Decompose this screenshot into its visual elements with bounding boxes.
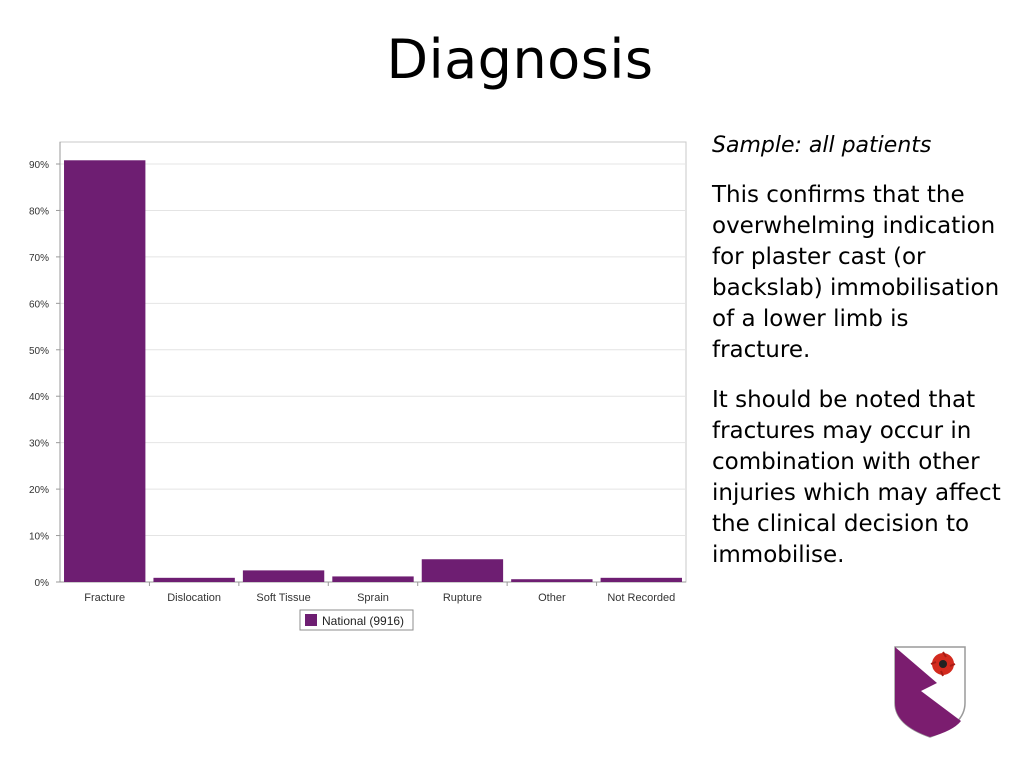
- y-tick-label: 10%: [29, 532, 49, 543]
- bar-not-recorded: [600, 577, 682, 582]
- y-tick-labels: 0% 10% 20% 30% 40% 50% 60% 70% 80% 90%: [29, 160, 49, 589]
- y-tick-label: 40%: [29, 392, 49, 403]
- paragraph-conclusion: This confirms that the overwhelming indi…: [712, 182, 1000, 363]
- legend-swatch: [305, 614, 317, 626]
- diagnosis-bar-chart: 0% 10% 20% 30% 40% 50% 60% 70% 80% 90% Fracture Di…: [29, 141, 687, 631]
- x-category-label: Fracture: [84, 592, 125, 604]
- bar-sprain: [332, 576, 414, 582]
- y-tick-label: 90%: [29, 160, 49, 171]
- y-tick-label: 50%: [29, 346, 49, 357]
- bars: [64, 160, 682, 583]
- bar-soft-tissue: [242, 570, 325, 582]
- paragraph-note: It should be noted that fractures may oc…: [712, 387, 1001, 568]
- bar-dislocation: [153, 577, 235, 582]
- x-category-label: Rupture: [443, 592, 482, 604]
- x-category-label: Not Recorded: [607, 592, 675, 604]
- commentary-panel: Sample: all patients This confirms that …: [712, 130, 1002, 590]
- y-tick-label: 60%: [29, 299, 49, 310]
- bar-other: [511, 579, 593, 582]
- x-category-label: Other: [538, 592, 566, 604]
- y-tick-label: 0%: [35, 578, 50, 589]
- crest-logo-icon: [894, 646, 966, 738]
- x-category-label: Sprain: [357, 592, 389, 604]
- legend-label: National (9916): [322, 614, 404, 628]
- legend-box: [299, 609, 414, 631]
- sample-note: Sample: all patients: [712, 133, 932, 158]
- plot-area: [59, 141, 687, 583]
- x-category-label: Dislocation: [167, 592, 221, 604]
- y-tick-label: 20%: [29, 485, 49, 496]
- x-category-label: Soft Tissue: [256, 592, 310, 604]
- slide-title: Diagnosis: [386, 28, 654, 91]
- bar-fracture: [64, 160, 146, 583]
- bar-rupture: [421, 559, 504, 582]
- y-tick-label: 80%: [29, 206, 49, 217]
- y-tick-label: 30%: [29, 439, 49, 450]
- chart-legend: National (9916): [299, 609, 414, 631]
- grid-lines: [59, 141, 687, 583]
- y-tick-label: 70%: [29, 253, 49, 264]
- x-category-labels: Fracture Dislocation Soft Tissue Sprain Rupt…: [84, 592, 675, 604]
